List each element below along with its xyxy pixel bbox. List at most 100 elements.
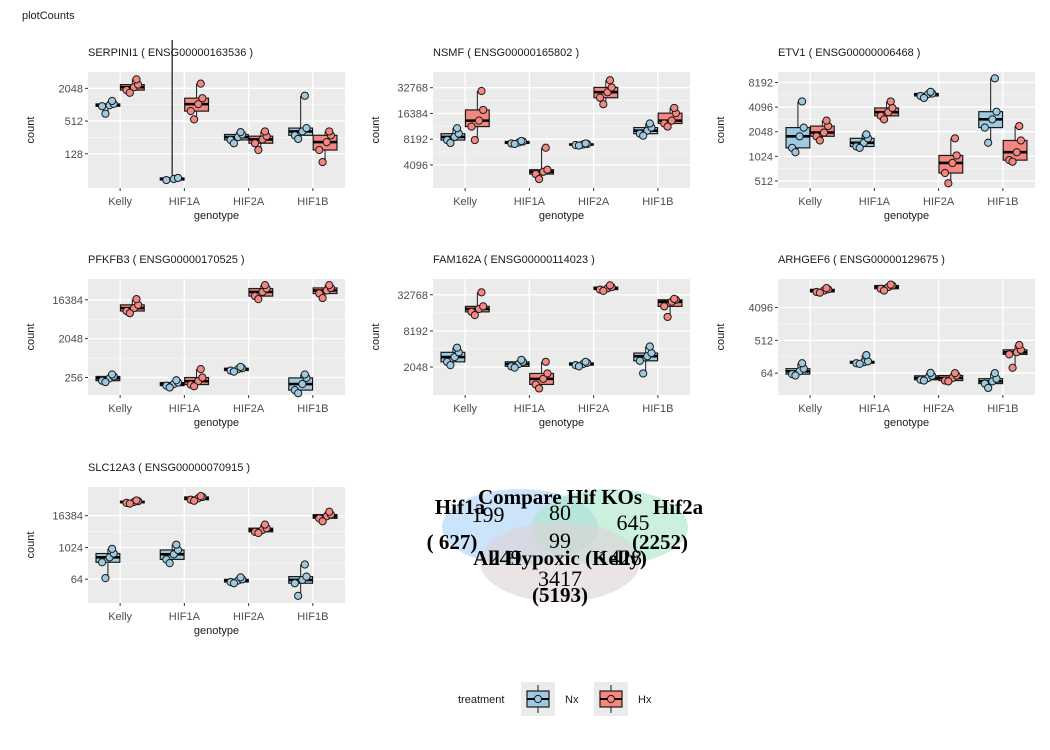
data-point <box>510 363 519 372</box>
data-point <box>194 100 203 109</box>
data-point <box>172 540 181 549</box>
data-point <box>534 174 544 184</box>
venn-set-label-hif2a: Hif2a <box>653 495 704 519</box>
data-point <box>1016 136 1026 145</box>
data-point <box>172 376 181 385</box>
data-point <box>477 288 486 297</box>
panel-nsmf: NSMF ( ENSG00000165802 ) 4096 8192 16384 327… <box>370 47 690 222</box>
data-point <box>97 102 107 111</box>
data-point <box>984 383 993 393</box>
y-tick-label: 8192 <box>749 77 773 89</box>
legend-label-nx: Nx <box>565 694 579 706</box>
data-point <box>198 94 207 103</box>
data-point <box>452 343 462 352</box>
data-point <box>107 544 117 553</box>
y-tick-label: 8192 <box>404 326 428 338</box>
data-point <box>988 115 997 124</box>
data-point <box>940 168 950 178</box>
page-title: plotCounts <box>22 10 75 22</box>
data-point <box>479 105 488 115</box>
x-tick-label: HIF1A <box>859 196 891 208</box>
panel-slc12a3: SLC12A3 ( ENSG00000070915 ) 64 1024 16384 Ke… <box>25 462 345 637</box>
data-point <box>926 87 935 96</box>
venn-count: 249 <box>489 545 522 570</box>
data-point <box>101 109 110 118</box>
y-tick-label: 32768 <box>397 290 428 302</box>
data-point <box>581 357 590 366</box>
y-tick-label: 2048 <box>749 127 773 139</box>
data-point <box>132 75 141 84</box>
x-axis-title: genotype <box>194 625 239 637</box>
x-tick-label: Kelly <box>453 403 477 415</box>
data-point <box>229 139 239 148</box>
y-axis-title: count <box>25 324 37 351</box>
panel-arhgef6: ARHGEF6 ( ENSG00000129675 ) 64 512 4096 Kell… <box>715 254 1035 429</box>
y-tick-label: 4096 <box>404 160 428 172</box>
data-point <box>797 359 807 368</box>
data-point <box>189 115 199 124</box>
data-point <box>645 119 654 128</box>
data-point <box>819 128 829 137</box>
data-point <box>470 135 479 145</box>
x-tick-label: HIF1A <box>514 196 546 208</box>
x-tick-label: HIF2A <box>578 403 610 415</box>
data-point <box>302 572 311 581</box>
data-point <box>132 295 141 304</box>
panel-background <box>433 279 690 395</box>
y-axis-title: count <box>715 117 727 144</box>
data-point <box>670 103 679 113</box>
data-point <box>1012 148 1021 157</box>
x-tick-label: HIF2A <box>923 403 955 415</box>
panel-serpini1: SERPINI1 ( ENSG00000163536 ) 128 512 2048 Ke… <box>25 40 345 222</box>
x-tick-label: Kelly <box>108 196 132 208</box>
data-point <box>574 362 584 371</box>
data-point <box>294 134 303 144</box>
data-point <box>1008 157 1017 166</box>
x-tick-label: HIF1A <box>169 403 201 415</box>
venn-set-2 <box>480 522 640 602</box>
x-tick-label: HIF1B <box>987 403 1018 415</box>
y-tick-label: 1024 <box>59 542 83 554</box>
data-point <box>815 288 824 297</box>
data-point <box>165 559 174 568</box>
y-tick-label: 8192 <box>404 134 428 146</box>
data-point <box>919 376 929 385</box>
data-point <box>290 579 299 588</box>
data-point <box>886 280 895 289</box>
data-point <box>294 591 303 600</box>
panel-title: ARHGEF6 ( ENSG00000129675 ) <box>778 254 945 266</box>
data-point <box>300 560 309 569</box>
data-point <box>879 115 889 124</box>
panel-title: FAM162A ( ENSG00000114023 ) <box>433 254 595 266</box>
venn-count: 80 <box>549 500 571 525</box>
y-tick-label: 4096 <box>749 102 773 114</box>
data-point <box>543 369 552 378</box>
x-tick-label: HIF1B <box>297 611 328 623</box>
data-point <box>318 517 327 526</box>
x-tick-label: Kelly <box>108 403 132 415</box>
y-tick-label: 256 <box>65 372 83 384</box>
data-point <box>236 573 245 582</box>
data-point <box>101 377 110 387</box>
data-point <box>1008 363 1017 372</box>
panel-title: NSMF ( ENSG00000165802 ) <box>433 47 579 59</box>
x-tick-label: HIF1B <box>297 196 328 208</box>
data-point <box>599 100 608 109</box>
x-tick-label: HIF1A <box>859 403 891 415</box>
venn-count: 645 <box>617 510 650 535</box>
panel-title: SERPINI1 ( ENSG00000163536 ) <box>88 47 253 59</box>
y-axis-title: count <box>25 117 37 144</box>
x-tick-label: HIF1B <box>987 196 1018 208</box>
y-tick-label: 4096 <box>749 303 773 315</box>
data-point <box>581 139 590 148</box>
y-tick-label: 512 <box>755 176 773 188</box>
data-point <box>599 286 608 296</box>
y-axis-title: count <box>370 324 382 351</box>
data-point <box>452 124 462 133</box>
data-point <box>300 91 309 100</box>
x-axis-title: genotype <box>194 417 239 429</box>
data-point <box>236 362 245 372</box>
data-point <box>980 123 989 132</box>
data-point <box>539 374 548 383</box>
data-point <box>635 356 644 365</box>
